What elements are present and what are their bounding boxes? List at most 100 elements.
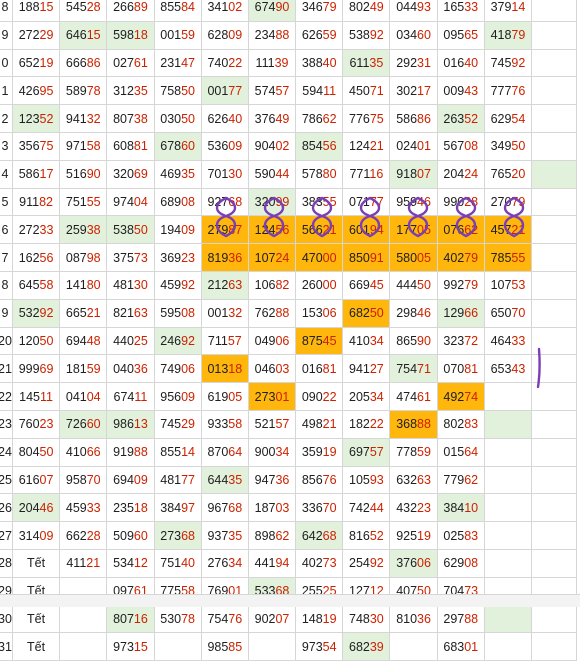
table-cell[interactable]: 53292 [11,298,61,328]
table-cell[interactable]: 02583 [436,521,485,550]
table-cell[interactable]: 27987 [200,215,249,245]
table-cell[interactable] [531,0,577,22]
table-cell[interactable]: 36923 [153,243,202,272]
table-cell[interactable] [483,548,533,578]
table-cell[interactable]: 03460 [389,20,438,50]
table-cell[interactable]: 74906 [153,354,202,384]
table-cell[interactable] [483,465,533,495]
table-cell[interactable]: Tết [11,632,61,661]
table-cell[interactable] [531,493,577,523]
table-cell[interactable]: 38497 [153,493,202,523]
table-cell[interactable]: 94132 [59,104,108,133]
table-cell[interactable]: 68239 [342,632,391,661]
table-cell[interactable] [531,409,577,439]
table-cell[interactable]: 15306 [295,298,344,328]
table-cell[interactable]: 76288 [247,298,297,328]
table-cell[interactable]: 75471 [389,354,438,384]
table-cell[interactable]: 66521 [59,298,108,328]
table-cell[interactable]: 41034 [342,326,391,356]
table-cell[interactable]: 76023 [11,409,61,439]
table-cell[interactable] [531,354,577,384]
table-cell[interactable]: 29788 [436,604,485,634]
table-cell[interactable]: 90034 [247,437,297,467]
table-cell[interactable]: 02761 [106,48,155,78]
table-cell[interactable]: 75476 [200,604,249,634]
table-cell[interactable]: 25938 [59,215,108,245]
table-cell[interactable]: 49274 [436,382,485,411]
table-cell[interactable]: 85456 [295,131,344,161]
table-cell[interactable]: 18703 [247,493,297,523]
table-cell[interactable]: 66945 [342,270,391,300]
table-cell[interactable]: 40273 [295,548,344,578]
table-cell[interactable]: 56621 [295,215,344,245]
table-cell[interactable]: 46433 [483,326,533,356]
table-cell[interactable]: 31235 [106,76,155,106]
table-cell[interactable]: 66686 [59,48,108,78]
table-cell[interactable]: 04036 [106,354,155,384]
table-cell[interactable]: 95609 [153,382,202,411]
table-cell[interactable] [531,243,577,272]
table-cell[interactable]: 04906 [247,326,297,356]
table-cell[interactable]: 53850 [106,215,155,245]
table-cell[interactable]: 41121 [59,548,108,578]
table-cell[interactable]: 61135 [342,48,391,78]
table-cell[interactable]: 69409 [106,465,155,495]
table-cell[interactable]: 85091 [342,243,391,272]
table-cell[interactable]: 32069 [106,159,155,189]
table-cell[interactable]: 35675 [11,131,61,161]
table-cell[interactable] [483,604,533,634]
table-cell[interactable]: 59508 [153,298,202,328]
table-cell[interactable] [531,76,577,106]
table-cell[interactable]: 57457 [247,76,297,106]
table-cell[interactable]: 26689 [106,0,155,22]
table-cell[interactable]: 20446 [11,493,61,523]
table-cell[interactable]: 59818 [106,20,155,50]
table-cell[interactable]: 70130 [200,159,249,189]
table-cell[interactable]: 34950 [483,131,533,161]
table-cell[interactable]: 80283 [436,409,485,439]
table-cell[interactable]: 25492 [342,548,391,578]
table-cell[interactable]: 37649 [247,104,297,133]
table-cell[interactable]: 00159 [153,20,202,50]
table-cell[interactable]: 02401 [389,131,438,161]
table-cell[interactable]: 72660 [59,409,108,439]
table-cell[interactable] [483,382,533,411]
table-cell[interactable]: 18222 [342,409,391,439]
table-cell[interactable]: 12456 [247,215,297,245]
table-cell[interactable] [483,437,533,467]
table-cell[interactable]: 14180 [59,270,108,300]
table-cell[interactable] [531,382,577,411]
table-cell[interactable]: 58005 [389,243,438,272]
table-cell[interactable]: 85584 [153,0,202,22]
table-cell[interactable] [531,326,577,356]
table-cell[interactable]: 68908 [153,187,202,217]
table-cell[interactable]: 52157 [247,409,297,439]
table-cell[interactable]: 19409 [153,215,202,245]
table-cell[interactable]: 94127 [342,354,391,384]
table-cell[interactable]: 27634 [200,548,249,578]
table-cell[interactable]: 58978 [59,76,108,106]
table-cell[interactable]: 60194 [342,215,391,245]
table-cell[interactable] [531,604,577,634]
table-cell[interactable]: 45071 [342,76,391,106]
table-cell[interactable]: 77116 [342,159,391,189]
table-cell[interactable]: 04104 [59,382,108,411]
table-cell[interactable]: 95946 [389,187,438,217]
table-cell[interactable]: 99969 [11,354,61,384]
table-cell[interactable] [59,632,108,661]
table-cell[interactable]: 87545 [295,326,344,356]
table-cell[interactable]: 30217 [389,76,438,106]
table-cell[interactable]: 77962 [436,465,485,495]
table-cell[interactable]: 67411 [106,382,155,411]
table-cell[interactable] [483,493,533,523]
table-cell[interactable]: 09022 [295,382,344,411]
table-cell[interactable]: 43223 [389,493,438,523]
table-cell[interactable]: 54528 [59,0,108,22]
table-cell[interactable]: 74830 [342,604,391,634]
table-cell[interactable] [531,521,577,550]
table-cell[interactable]: 48130 [106,270,155,300]
table-cell[interactable]: 99279 [436,270,485,300]
table-cell[interactable]: 14819 [295,604,344,634]
table-cell[interactable]: 81652 [342,521,391,550]
table-cell[interactable]: 37914 [483,0,533,22]
